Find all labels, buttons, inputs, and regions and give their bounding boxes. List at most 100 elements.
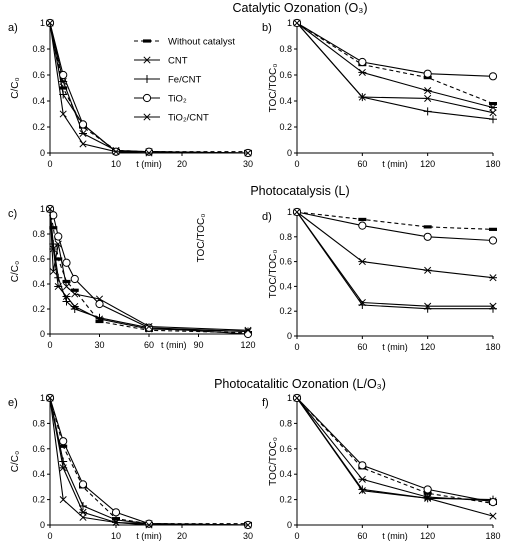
- y-tick-label: 0.8: [32, 229, 45, 239]
- y-axis-title: C/C₀: [10, 451, 21, 472]
- series-line: [296, 397, 494, 501]
- series-line: [49, 208, 249, 333]
- series-line: [49, 22, 249, 154]
- series-cnt: [293, 19, 497, 112]
- data-point: [49, 226, 58, 230]
- data-point: [59, 444, 68, 448]
- data-point: [424, 94, 432, 102]
- x-tick-label: 0: [47, 340, 52, 350]
- y-tick-label: 1: [287, 207, 292, 217]
- series-cnt: [293, 208, 497, 282]
- y-tick-label: 0.2: [32, 122, 45, 132]
- legend-marker: [143, 113, 151, 121]
- data-point: [95, 313, 104, 322]
- series-line: [49, 208, 249, 333]
- x-tick-label: 60: [357, 531, 367, 541]
- series-fe-cnt: [293, 208, 497, 313]
- series-tio: [292, 18, 498, 81]
- data-point: [95, 299, 104, 309]
- y-tick-label: 0.2: [279, 495, 292, 505]
- data-point: [46, 205, 54, 213]
- data-point: [54, 232, 63, 241]
- x-tick-label: 180: [485, 342, 500, 352]
- panel-f: 0 0.2 0.4 0.6 0.8 1 0 60 120 180 t (min) TOC/TOC₀ f): [262, 393, 501, 541]
- series-line: [296, 211, 494, 242]
- series-cnt: [46, 394, 252, 529]
- data-point: [78, 120, 88, 129]
- x-tick-label: 30: [94, 340, 104, 350]
- data-point: [489, 115, 497, 124]
- series-tio-cnt: [293, 208, 497, 310]
- y-axis-title: TOC/TOC₀: [268, 250, 279, 299]
- legend-label: Without catalyst: [168, 37, 235, 48]
- data-point: [358, 258, 367, 266]
- data-point: [59, 70, 68, 80]
- y-tick-label: 0.8: [32, 44, 45, 54]
- data-point: [54, 257, 63, 261]
- y-tick-label: 0: [287, 520, 292, 530]
- panel-letter: a): [8, 22, 18, 34]
- x-tick-label: 0: [294, 159, 299, 169]
- series-line: [49, 208, 249, 334]
- x-tick-label: 10: [111, 159, 121, 169]
- data-point: [358, 68, 367, 76]
- series-line: [296, 211, 493, 307]
- y-tick-label: 0.6: [32, 70, 45, 80]
- series-line: [296, 397, 494, 504]
- data-point: [244, 326, 252, 334]
- legend-label: TiO₂/CNT: [168, 113, 209, 124]
- y-tick-label: 0.4: [32, 279, 45, 289]
- y-axis-title: TOC/TOC₀: [268, 437, 279, 486]
- y-tick-label: 0.2: [279, 122, 292, 132]
- data-point: [62, 282, 71, 291]
- series-line: [49, 397, 249, 526]
- x-tick-label: 10: [111, 531, 121, 541]
- data-point: [49, 240, 58, 248]
- x-tick-label: 60: [357, 159, 367, 169]
- panel-e: 00.20.40.60.810 10 20 30t (min)C/C₀e): [8, 393, 253, 541]
- legend-item-cnt: CNT: [134, 56, 188, 67]
- data-point: [145, 521, 153, 529]
- data-point: [243, 329, 253, 339]
- data-point: [46, 19, 54, 27]
- y-tick-label: 1: [287, 393, 292, 403]
- data-point: [293, 394, 301, 402]
- y-tick-label: 0.8: [279, 232, 292, 242]
- x-tick-label: 180: [485, 159, 500, 169]
- series-fe-cnt: [46, 205, 252, 336]
- data-point: [293, 208, 301, 216]
- panel-letter: b): [262, 22, 272, 34]
- x-tick-label: 0: [47, 159, 52, 169]
- y-tick-label: 0.4: [32, 96, 45, 106]
- data-point: [358, 475, 367, 483]
- x-axis-title: t (min): [382, 342, 408, 352]
- data-point: [358, 221, 367, 230]
- series-cnt: [46, 205, 252, 336]
- series-tio-cnt: [46, 205, 252, 334]
- data-point: [423, 266, 432, 274]
- series-fe-cnt: [293, 394, 497, 504]
- series-line: [296, 211, 494, 230]
- y-tick-label: 0: [40, 520, 45, 530]
- data-point: [358, 217, 367, 222]
- series-line: [296, 22, 494, 114]
- series-without-catalyst: [46, 207, 252, 335]
- series-without-catalyst: [46, 396, 252, 526]
- legend-marker: [143, 39, 151, 43]
- data-point: [423, 69, 432, 78]
- x-axis-title: t (min): [136, 159, 162, 169]
- data-point: [71, 290, 79, 298]
- data-point: [62, 258, 71, 267]
- series-tio: [45, 393, 253, 530]
- data-point: [424, 494, 432, 502]
- series-line: [49, 208, 249, 335]
- data-point: [70, 274, 79, 284]
- stray-toc-label: TOC/TOC₀: [196, 214, 207, 263]
- y-tick-label: 0.6: [279, 444, 292, 454]
- data-point: [59, 110, 67, 118]
- x-axis-title: t (min): [136, 531, 162, 541]
- row-title-catalytic-ozonation: Catalytic Ozonation (O₃): [233, 1, 368, 15]
- y-axis-title: TOC/TOC₀: [268, 64, 279, 113]
- panel-letter: e): [8, 397, 18, 409]
- x-axis-title: t (min): [382, 159, 408, 169]
